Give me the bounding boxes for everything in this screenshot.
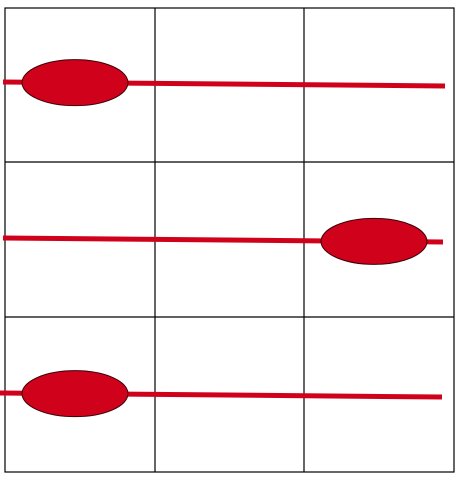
rod-middle-bead[interactable] xyxy=(320,217,428,265)
rod-bottom[interactable] xyxy=(0,370,443,418)
rod-bottom-bead[interactable] xyxy=(21,370,129,418)
rod-middle[interactable] xyxy=(2,217,444,265)
rods xyxy=(0,59,446,418)
rod-top[interactable] xyxy=(2,59,446,107)
rod-top-bead[interactable] xyxy=(21,59,129,107)
